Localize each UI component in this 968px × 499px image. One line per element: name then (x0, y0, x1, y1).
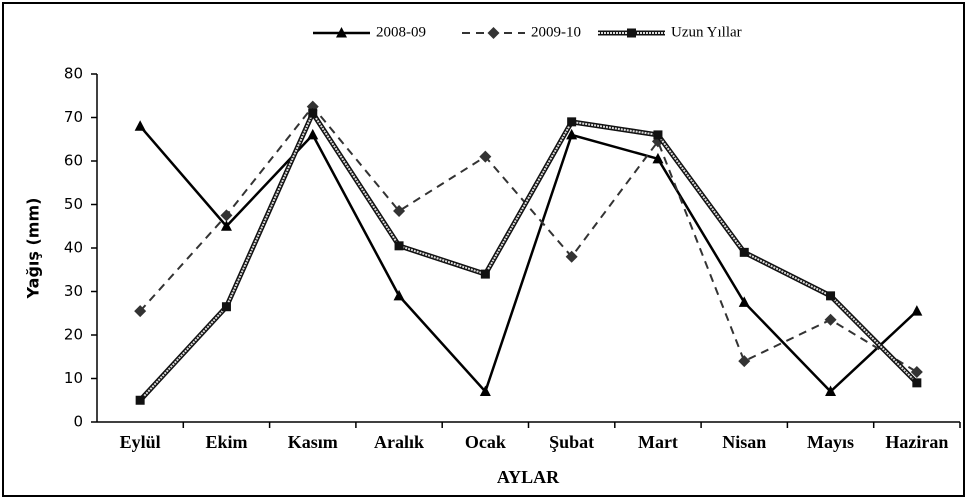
series-line (138, 107, 919, 402)
point (135, 395, 145, 405)
legend-marker (487, 27, 500, 39)
legend-marker (627, 28, 636, 38)
point (393, 205, 406, 218)
y-tick-label: 30 (64, 282, 83, 300)
point (220, 220, 232, 231)
y-tick-label: 20 (64, 326, 83, 344)
y-tick-label: 10 (64, 369, 83, 387)
point (567, 117, 577, 127)
legend-label: 2008-09 (376, 24, 426, 40)
series-line (139, 105, 918, 373)
point (134, 305, 147, 318)
y-tick-label: 70 (64, 108, 83, 126)
point (479, 150, 492, 163)
point (308, 108, 318, 118)
point (824, 313, 837, 326)
x-tick-label: Şubat (549, 432, 594, 452)
point (738, 355, 751, 368)
y-tick-label: 40 (64, 239, 83, 257)
point (910, 365, 923, 378)
x-tick-label: Ocak (465, 432, 506, 452)
series-line-inner (139, 111, 918, 401)
point (480, 269, 490, 279)
point (134, 120, 146, 131)
point (307, 128, 319, 140)
point (738, 296, 750, 307)
x-tick-label: Nisan (722, 432, 766, 452)
point (653, 130, 663, 140)
y-tick-label: 50 (64, 195, 83, 213)
legend-marker (336, 27, 347, 38)
x-tick-label: Aralık (374, 432, 424, 452)
y-axis-label: Yağış (mm) (24, 198, 43, 300)
x-tick-label: Haziran (885, 432, 948, 452)
x-tick-label: Ekim (205, 432, 247, 452)
point (739, 247, 749, 257)
series-line (139, 125, 918, 394)
y-tick-label: 80 (64, 65, 83, 83)
x-tick-label: Eylül (120, 432, 161, 452)
point (221, 302, 231, 312)
y-tick-label: 60 (64, 152, 83, 170)
y-tick-label: 0 (73, 413, 83, 431)
point (566, 128, 578, 140)
point (826, 291, 836, 301)
x-tick-label: Mayıs (807, 432, 854, 452)
point (479, 385, 491, 397)
x-tick-label: Mart (638, 432, 678, 452)
x-axis-label: AYLAR (497, 467, 560, 487)
point (825, 385, 837, 397)
point (911, 305, 923, 316)
point (565, 250, 578, 263)
point (912, 378, 922, 388)
point (393, 289, 405, 301)
point (652, 152, 664, 164)
x-tick-label: Kasım (288, 432, 338, 452)
point (220, 209, 233, 222)
point (394, 241, 404, 251)
legend-label: 2009-10 (531, 24, 581, 40)
legend-label: Uzun Yıllar (671, 24, 742, 40)
